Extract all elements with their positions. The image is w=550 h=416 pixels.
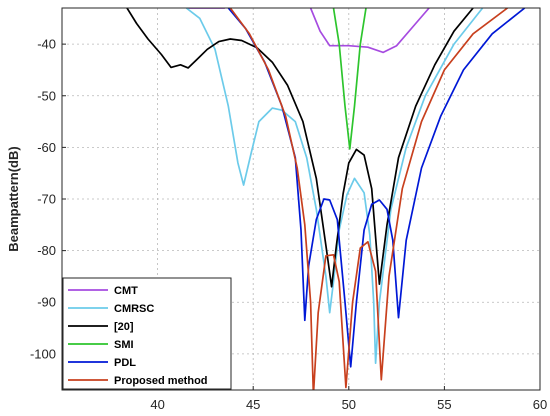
axis-ticks: 40 45 50 55 60 -40 -50 -60 -70 -80 -90 -100 <box>30 37 547 412</box>
x-tick-label: 50 <box>342 397 356 412</box>
y-tick-label: -70 <box>37 192 56 207</box>
legend-label: CMT <box>114 285 138 297</box>
y-tick-label: -80 <box>37 243 56 258</box>
x-tick-label: 60 <box>533 397 547 412</box>
legend-label: CMRSC <box>114 303 154 315</box>
y-tick-label: -60 <box>37 140 56 155</box>
y-tick-label: -40 <box>37 37 56 52</box>
x-tick-label: 40 <box>150 397 164 412</box>
series-line-4 <box>332 8 367 150</box>
series-lines <box>126 8 526 390</box>
y-axis-label: Beampattern(dB) <box>6 146 21 251</box>
x-tick-label: 45 <box>246 397 260 412</box>
y-tick-label: -50 <box>37 88 56 103</box>
series-line-2 <box>185 8 484 365</box>
legend-label: SMI <box>114 339 134 351</box>
y-tick-label: -90 <box>37 295 56 310</box>
legend-label: Proposed method <box>114 375 208 387</box>
series-line-3 <box>126 8 474 288</box>
series-line-6 <box>229 8 509 390</box>
legend: CMT CMRSC [20] SMI PDL Proposed method <box>62 277 232 390</box>
legend-label: [20] <box>114 321 134 333</box>
x-tick-label: 55 <box>437 397 451 412</box>
legend-box <box>62 277 232 390</box>
y-tick-label: -100 <box>30 346 56 361</box>
series-line-1 <box>186 8 430 54</box>
series-line-5 <box>227 8 526 368</box>
legend-label: PDL <box>114 357 136 369</box>
